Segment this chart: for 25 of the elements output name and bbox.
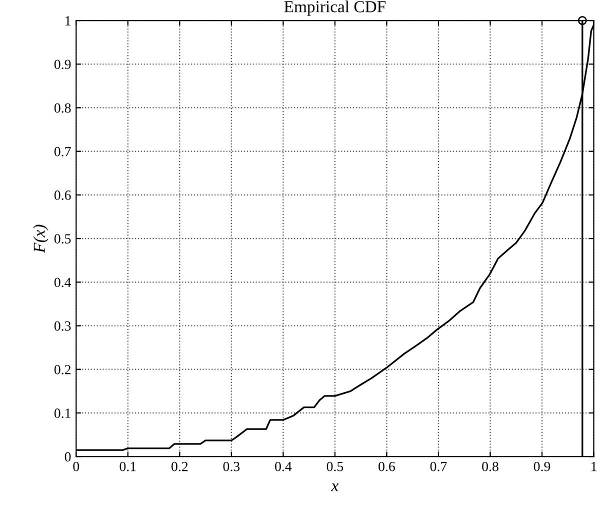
chart-title: Empirical CDF [284, 0, 386, 16]
x-tick-label: 0.3 [223, 462, 240, 472]
x-tick-label: 1 [592, 462, 596, 472]
x-tick-label: 0 [73, 462, 80, 472]
y-tick-label: 0.3 [54, 321, 71, 331]
x-tick-label: 0.2 [172, 462, 188, 472]
y-tick-label: 0.6 [54, 190, 71, 200]
y-tick-label: 0 [64, 452, 71, 462]
x-tick-label: 0.7 [430, 462, 447, 472]
y-tick-label: 0.2 [54, 364, 70, 374]
y-axis-title: F(x) [33, 224, 48, 253]
x-tick-label: 0.5 [326, 462, 344, 472]
y-tick-label: 0.5 [54, 234, 71, 244]
x-tick-label: 0.9 [534, 462, 550, 472]
x-tick-label: 0.6 [378, 462, 395, 472]
y-tick-label: 0.9 [54, 60, 71, 70]
y-tick-label: 0.1 [54, 408, 70, 418]
x-tick-label: 0.1 [120, 462, 136, 472]
x-tick-label: 0.4 [275, 462, 292, 472]
y-tick-label: 0.8 [54, 103, 71, 113]
y-tick-label: 1 [66, 16, 70, 26]
x-tick-label: 0.8 [482, 462, 498, 472]
x-axis-title: x [331, 483, 339, 492]
y-tick-label: 0.7 [54, 146, 71, 156]
y-tick-label: 0.4 [54, 278, 72, 288]
